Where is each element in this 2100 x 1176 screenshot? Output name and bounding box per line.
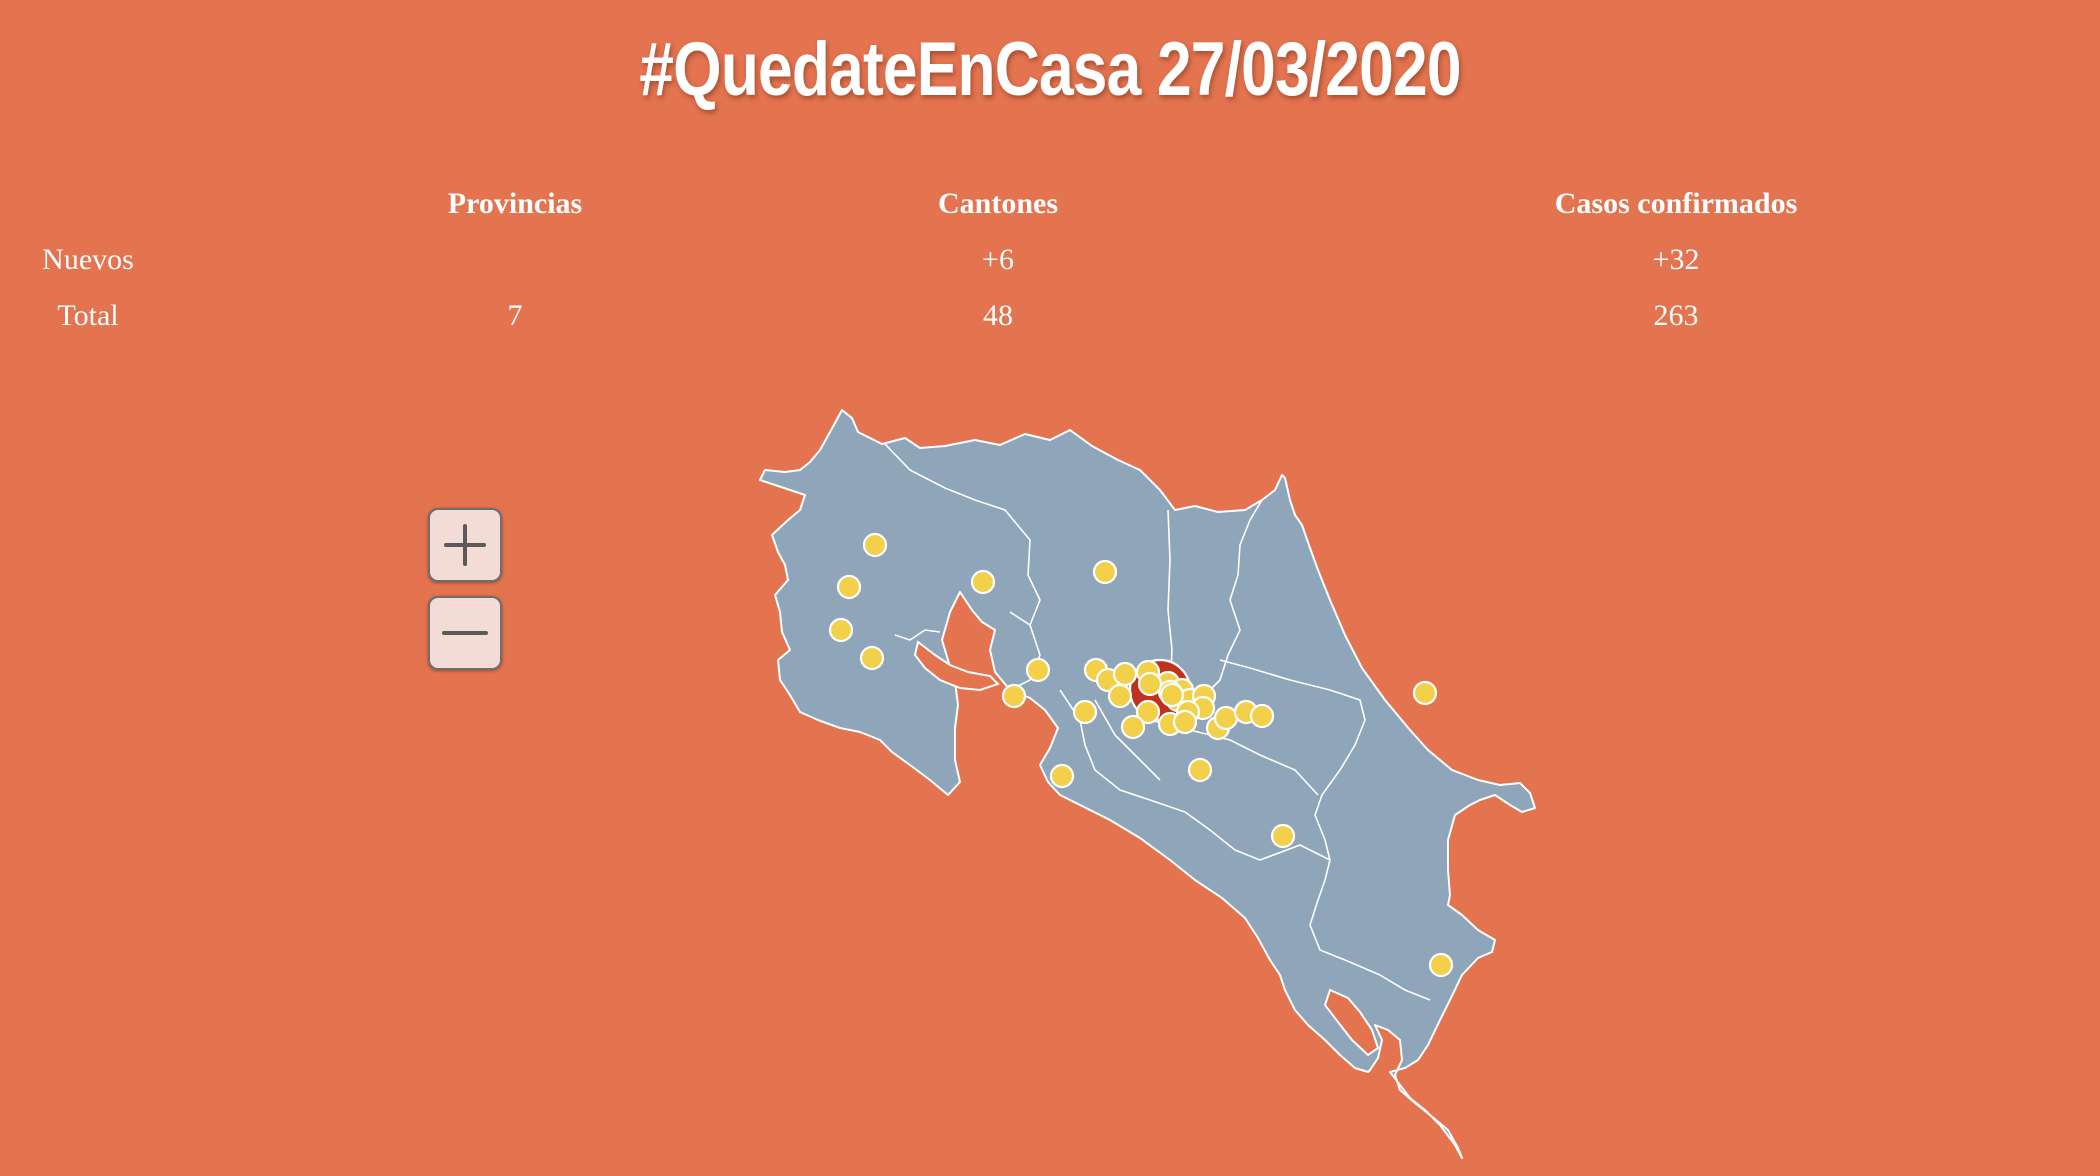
canton-border-1 bbox=[1094, 699, 1161, 781]
case-marker[interactable] bbox=[1049, 763, 1075, 789]
province-border-sanjose bbox=[1059, 689, 1331, 861]
header-casos-confirmados: Casos confirmados bbox=[1554, 187, 1798, 220]
minus-icon bbox=[442, 631, 488, 635]
header-cantones: Cantones bbox=[937, 187, 1059, 220]
case-marker[interactable] bbox=[1092, 559, 1118, 585]
stats-table: Provincias Cantones Casos confirmados Nu… bbox=[0, 180, 2100, 350]
case-marker[interactable] bbox=[1270, 823, 1296, 849]
row-nuevos-cantones: +6 bbox=[982, 243, 1014, 276]
page-title: #QuedateEnCasa 27/03/2020 bbox=[639, 27, 1461, 112]
case-marker[interactable] bbox=[1213, 705, 1239, 731]
case-marker[interactable] bbox=[1120, 714, 1146, 740]
province-border-puntarenas bbox=[1309, 859, 1431, 1001]
case-marker[interactable] bbox=[1112, 661, 1138, 687]
province-border-limon bbox=[1219, 659, 1366, 861]
case-marker[interactable] bbox=[1001, 683, 1027, 709]
case-marker[interactable] bbox=[859, 645, 885, 671]
zoom-in-button[interactable] bbox=[428, 508, 502, 582]
plus-icon bbox=[444, 524, 486, 566]
row-total-cantones: 48 bbox=[983, 299, 1013, 332]
golfo-dulce bbox=[1323, 988, 1380, 1057]
case-marker[interactable] bbox=[828, 617, 854, 643]
canton-border-2 bbox=[1009, 611, 1031, 626]
row-total-label: Total bbox=[57, 299, 119, 332]
row-total-casos: 263 bbox=[1653, 299, 1699, 332]
case-marker[interactable] bbox=[1187, 757, 1213, 783]
case-marker[interactable] bbox=[862, 532, 888, 558]
case-marker[interactable] bbox=[1428, 952, 1454, 978]
zoom-out-button[interactable] bbox=[428, 596, 502, 670]
case-marker[interactable] bbox=[1025, 657, 1051, 683]
case-marker[interactable] bbox=[1172, 709, 1198, 735]
canton-border-3 bbox=[894, 629, 941, 641]
costa-rica-outline[interactable] bbox=[759, 409, 1536, 1159]
row-nuevos-casos: +32 bbox=[1652, 243, 1700, 276]
case-marker[interactable] bbox=[1249, 703, 1275, 729]
case-marker[interactable] bbox=[1412, 680, 1438, 706]
case-marker[interactable] bbox=[836, 574, 862, 600]
case-marker[interactable] bbox=[1107, 683, 1133, 709]
row-nuevos-label: Nuevos bbox=[42, 243, 134, 276]
province-border-heredia bbox=[1199, 499, 1263, 701]
case-markers bbox=[828, 532, 1454, 978]
header-provincias: Provincias bbox=[447, 187, 583, 220]
case-marker[interactable] bbox=[970, 569, 996, 595]
gulf-of-nicoya bbox=[913, 640, 1000, 692]
case-marker[interactable] bbox=[1135, 699, 1161, 725]
case-marker[interactable] bbox=[1159, 682, 1185, 708]
case-marker[interactable] bbox=[1072, 699, 1098, 725]
row-total-provincias: 7 bbox=[507, 299, 523, 332]
case-marker[interactable] bbox=[1137, 671, 1163, 697]
